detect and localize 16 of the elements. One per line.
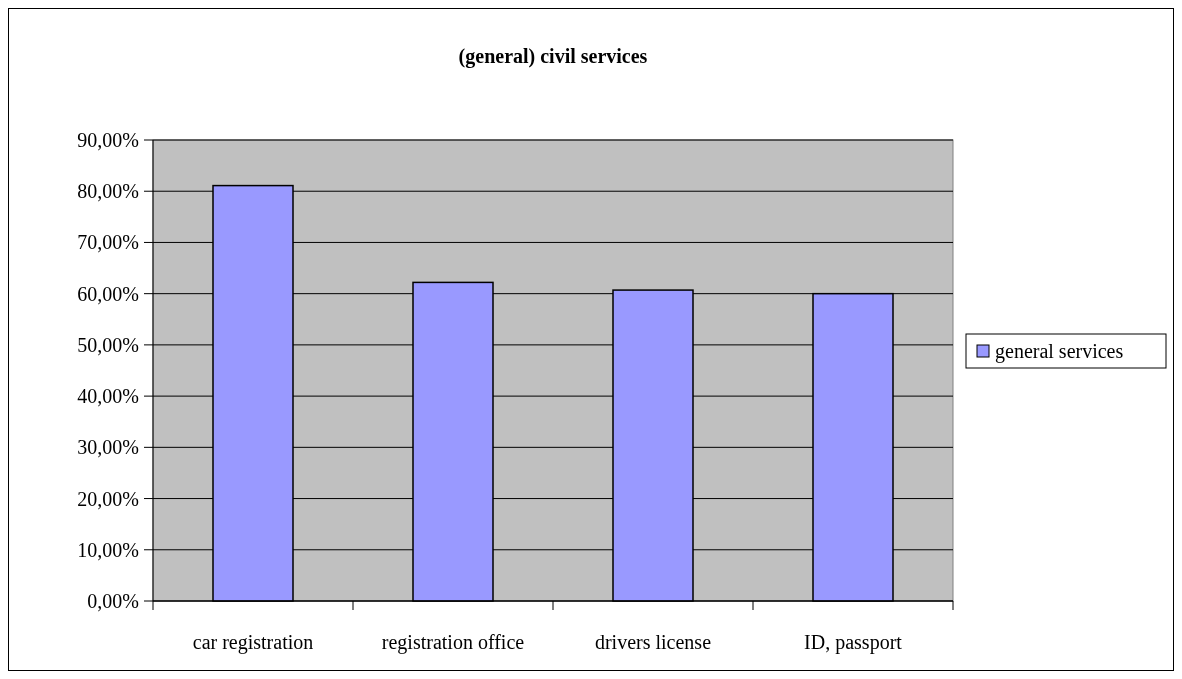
chart-title: (general) civil services bbox=[458, 45, 648, 68]
y-tick-label: 30,00% bbox=[77, 436, 139, 459]
y-tick-label: 80,00% bbox=[77, 180, 139, 203]
y-tick-label: 20,00% bbox=[77, 487, 139, 510]
y-tick-label: 40,00% bbox=[77, 385, 139, 408]
x-tick-label: car registration bbox=[192, 631, 314, 654]
y-tick-label: 70,00% bbox=[77, 231, 139, 254]
y-tick-label: 60,00% bbox=[77, 282, 139, 305]
legend-label: general services bbox=[995, 340, 1124, 363]
x-tick-label: registration office bbox=[381, 631, 525, 654]
x-tick-label: drivers license bbox=[594, 631, 712, 653]
y-tick-label: 0,00% bbox=[87, 590, 139, 612]
y-tick-label: 90,00% bbox=[77, 129, 139, 151]
x-tick-label: ID, passport bbox=[804, 631, 903, 654]
y-tick-label: 50,00% bbox=[77, 333, 139, 356]
y-tick-label: 10,00% bbox=[77, 538, 139, 561]
